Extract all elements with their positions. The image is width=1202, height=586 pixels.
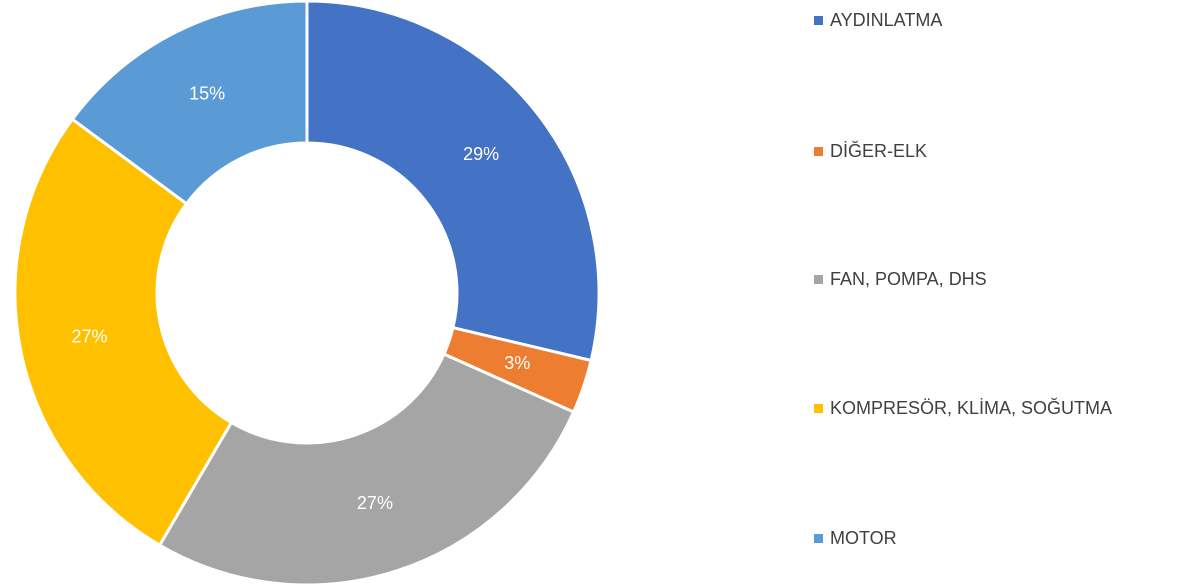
donut-slice <box>70 0 309 206</box>
legend-label: DİĞER-ELK <box>830 140 927 161</box>
donut-slice <box>157 352 576 586</box>
legend-label: FAN, POMPA, DHS <box>830 269 987 289</box>
legend-marker <box>814 16 823 25</box>
data-label: 29% <box>463 144 499 164</box>
legend-marker <box>814 534 823 543</box>
data-label: 27% <box>72 326 108 346</box>
legend-label: MOTOR <box>830 528 897 548</box>
data-label: 3% <box>504 353 530 373</box>
legend-marker <box>814 404 823 413</box>
donut-slice <box>305 0 601 363</box>
legend-marker <box>814 147 823 156</box>
data-label: 15% <box>189 83 225 103</box>
legend-label: KOMPRESÖR, KLİMA, SOĞUTMA <box>830 397 1112 418</box>
donut-slice <box>13 117 234 548</box>
legend-marker <box>814 275 823 284</box>
data-label: 27% <box>357 493 393 513</box>
legend-label: AYDINLATMA <box>830 10 942 30</box>
